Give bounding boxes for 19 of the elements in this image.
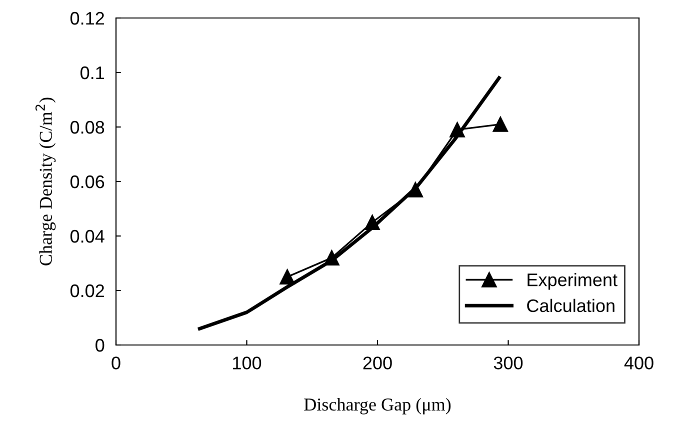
x-tick-label: 400 <box>624 356 654 370</box>
point <box>280 269 295 285</box>
x-tick-label: 200 <box>363 356 392 370</box>
y-tick-label: 0.02 <box>70 284 104 298</box>
y-tick-label: 0.08 <box>70 120 104 134</box>
x-tick-label: 100 <box>233 356 262 370</box>
legend-label: Experiment <box>528 272 618 290</box>
line-series <box>198 76 501 330</box>
legend-label: Calculation <box>527 298 614 312</box>
y-axis-title: Charge Density (C/m$^{2}$) <box>35 98 56 266</box>
y-tick-label: 0.12 <box>70 12 104 25</box>
y-tick-label: 0 <box>96 338 104 352</box>
y-tick-label: 0.04 <box>70 230 104 243</box>
y-tick-label: 0.06 <box>70 175 104 188</box>
point <box>492 116 508 132</box>
x-axis-title: Discharge Gap (μm) <box>304 398 451 414</box>
x-tick-label: 0 <box>112 356 120 370</box>
x-tick-label: 300 <box>494 356 523 370</box>
y-tick-label: 0.1 <box>80 66 104 80</box>
